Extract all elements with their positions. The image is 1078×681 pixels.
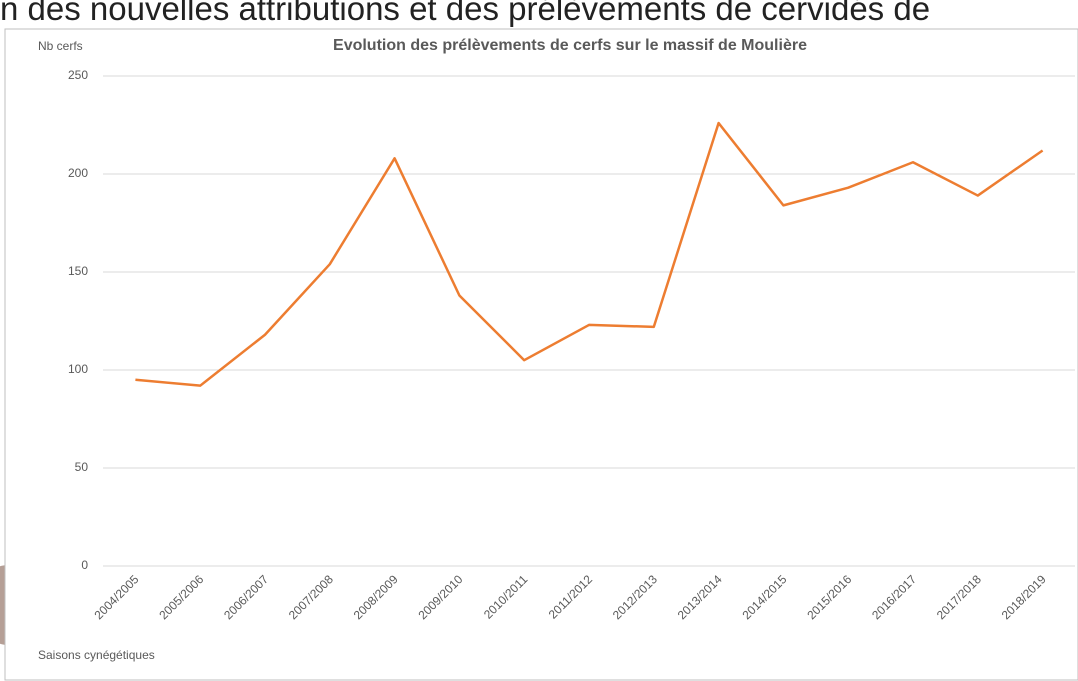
x-axis-label: Saisons cynégétiques (38, 648, 155, 662)
y-tick-label: 250 (68, 68, 88, 82)
y-tick-label: 150 (68, 264, 88, 278)
chart-frame (4, 28, 1078, 681)
line-series (135, 121, 1044, 387)
chart-title: Evolution des prélèvements de cerfs sur … (333, 37, 807, 54)
y-tick-label: 50 (75, 460, 89, 474)
y-tick-label: 200 (68, 166, 88, 180)
y-tick-label: 100 (68, 362, 88, 376)
y-axis-label: Nb cerfs (38, 39, 83, 53)
page-heading: n des nouvelles attributions et des prél… (0, 0, 930, 27)
y-tick-label: 0 (81, 558, 88, 572)
